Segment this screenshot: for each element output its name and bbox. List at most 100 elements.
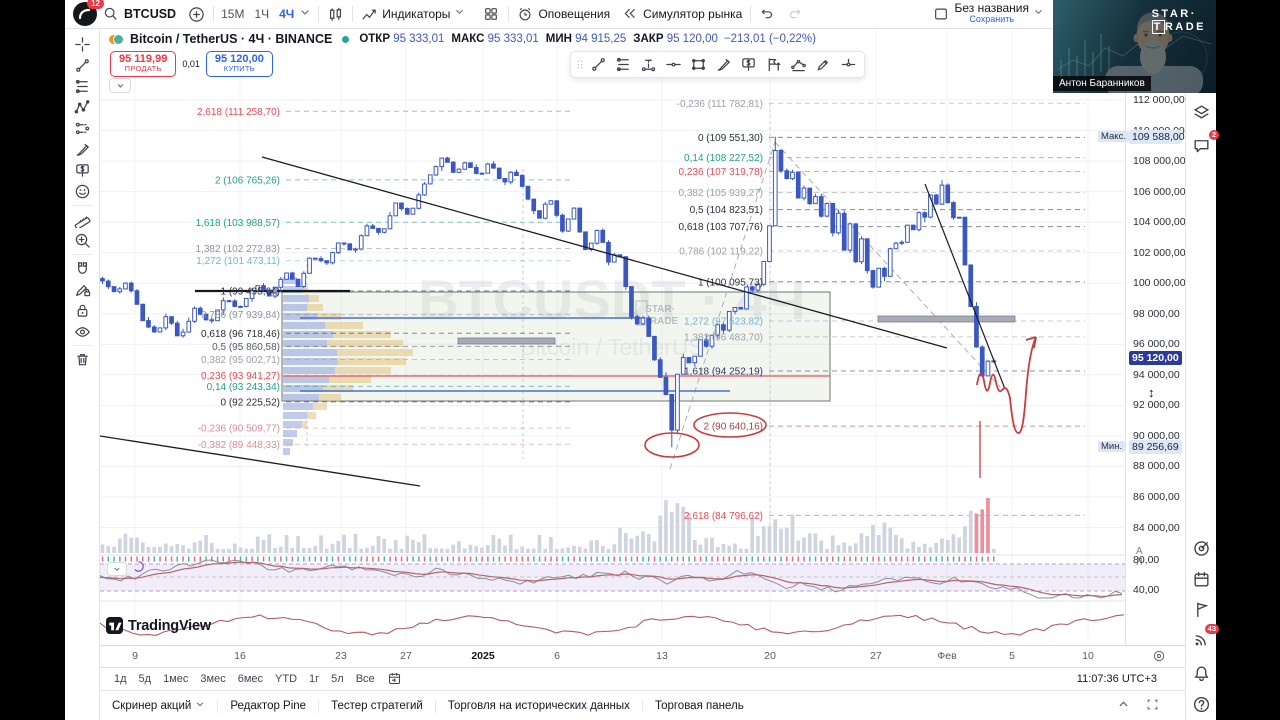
toolbar-separator [71, 205, 93, 206]
magnet-tool[interactable] [68, 258, 96, 279]
compare-add-button[interactable] [182, 0, 211, 28]
range-6мес[interactable]: 6мес [237, 673, 264, 685]
pencil-tool[interactable] [811, 53, 836, 76]
time-axis[interactable]: 9 16 23 27 2025 6 13 20 27 Фев 5 10 [100, 645, 1185, 667]
brush-tool[interactable] [711, 53, 736, 76]
crosshair-tool[interactable] [68, 34, 96, 55]
chevron-down-icon[interactable] [299, 6, 316, 23]
symbol-search-button[interactable]: BTCUSD [97, 0, 182, 28]
fib-retracement-tool[interactable] [68, 76, 96, 97]
price-label-tool[interactable] [68, 160, 96, 181]
tradingview-logo[interactable]: TradingView [106, 617, 211, 634]
timeframe-15M[interactable]: 15M [221, 7, 245, 21]
layers-sidebar-button[interactable] [1192, 103, 1211, 122]
range-Все[interactable]: Все [355, 673, 375, 685]
forecast-tool[interactable] [68, 118, 96, 139]
fullscreen-button[interactable] [1146, 698, 1159, 714]
range-5д[interactable]: 5д [138, 673, 152, 685]
axis-mode-buttons[interactable]: А Л [1136, 546, 1155, 568]
timeframe-1Ч[interactable]: 1Ч [254, 7, 270, 21]
user-menu-button[interactable]: 12 [73, 0, 104, 26]
streams-sidebar-button[interactable]: 43 [1192, 624, 1219, 649]
indicators-button[interactable]: Индикаторы [355, 0, 477, 28]
fib-retracement-tool[interactable] [611, 53, 636, 76]
range-3мес[interactable]: 3мес [200, 673, 226, 685]
layout-name[interactable]: Без названия [954, 1, 1029, 15]
calendar-sidebar-button[interactable] [1192, 570, 1211, 589]
drawing-lock-tool[interactable] [68, 279, 96, 300]
fib-extension-tool[interactable] [636, 53, 661, 76]
price-chart[interactable]: BTCUSDT · 4ЧBitcoin / TetherUSSTAR·TRADE… [100, 29, 1125, 645]
go-to-date-icon[interactable] [387, 671, 404, 688]
indicator-pane-controls [107, 560, 145, 578]
brush-icon [717, 58, 731, 71]
tab-тестер-стратегий[interactable]: Тестер стратегий [331, 699, 423, 712]
brush-tool[interactable] [68, 139, 96, 160]
range-1г[interactable]: 1г [309, 673, 320, 685]
trend-line-icon [75, 59, 89, 72]
pane-collapse-button[interactable] [107, 562, 127, 576]
bell-sidebar-button[interactable] [1192, 664, 1211, 683]
save-layout-button[interactable]: Сохранить [969, 14, 1015, 24]
target-sidebar-button[interactable] [1192, 539, 1211, 558]
ruler-tool[interactable] [68, 209, 96, 230]
time-tick: 10 [1082, 650, 1094, 662]
tradingview-logo-icon [106, 617, 123, 634]
chart-pane[interactable]: BTCUSDT · 4ЧBitcoin / TetherUSSTAR·TRADE… [100, 29, 1125, 645]
price-label-tool[interactable] [736, 53, 761, 76]
xabcd-pattern-tool[interactable] [68, 97, 96, 118]
market-simulator-button[interactable]: Симулятор рынка [616, 0, 748, 28]
trend-line-tool[interactable] [68, 55, 96, 76]
zoom-in-icon [75, 233, 90, 248]
range-1мес[interactable]: 1мес [163, 673, 189, 685]
chart-title[interactable]: Bitcoin / TetherUS · 4Ч · BINANCE [130, 32, 333, 46]
bell-icon [1194, 666, 1209, 682]
timeframe-4Ч[interactable]: 4Ч [279, 7, 295, 21]
undo-button[interactable] [753, 0, 782, 28]
fib-extension-icon [641, 59, 656, 72]
path-icon [791, 59, 806, 72]
tab-скринер-акций[interactable]: Скринер акций [100, 699, 217, 712]
panel-expand-button[interactable] [1117, 698, 1130, 714]
buy-button[interactable]: 95 120,00 КУПИТЬ [205, 51, 273, 77]
eye-tool[interactable] [68, 321, 96, 342]
scroll-to-realtime-button[interactable] [1152, 649, 1166, 668]
flag-tool[interactable] [761, 53, 786, 76]
range-1д[interactable]: 1д [114, 673, 127, 685]
templates-button[interactable] [477, 0, 506, 28]
path-tool[interactable] [786, 53, 811, 76]
cross-line-tool[interactable] [836, 53, 861, 76]
alerts-button[interactable]: Оповещения [511, 0, 616, 28]
lock-tool[interactable] [68, 300, 96, 321]
eye-icon [74, 327, 90, 337]
rectangle-tool[interactable] [686, 53, 711, 76]
ideas-sidebar-button[interactable] [1192, 600, 1211, 619]
clock-text[interactable]: 11:07:36 UTC+3 [1076, 673, 1157, 685]
help-sidebar-button[interactable] [1192, 695, 1211, 714]
sell-button[interactable]: 95 119,99 ПРОДАТЬ [110, 51, 177, 77]
range-YTD[interactable]: YTD [275, 673, 298, 685]
legend-collapse-button[interactable] [109, 78, 131, 93]
lock-icon [77, 304, 87, 317]
time-tick: Фев [937, 650, 957, 662]
emoji-tool[interactable] [68, 181, 96, 202]
fib-level-label: 0,236 (93 941,27) [201, 371, 280, 382]
range-5л[interactable]: 5л [331, 673, 344, 685]
trash-tool[interactable] [68, 349, 96, 370]
redo-button[interactable] [782, 0, 811, 28]
chat-sidebar-button[interactable]: 2 [1192, 130, 1219, 155]
zoom-in-tool[interactable] [68, 230, 96, 251]
ohlc-item: ЗАКР 95 120,00 [633, 33, 718, 45]
trend-line-tool[interactable] [586, 53, 611, 76]
tab-торговля-на-исторических-данных[interactable]: Торговля на исторических данных [447, 699, 630, 712]
tab-торговая-панель[interactable]: Торговая панель [654, 699, 744, 712]
drag-handle[interactable] [574, 53, 586, 76]
tab-редактор-pine[interactable]: Редактор Pine [230, 699, 307, 712]
horizontal-line-tool[interactable] [661, 53, 686, 76]
tradingview-logo-text: TradingView [128, 617, 211, 634]
fib-level-label: 2,618 (84 796,62) [684, 511, 763, 522]
chevron-down-icon[interactable] [1033, 6, 1050, 23]
tab-separator [434, 698, 436, 713]
chart-style-button[interactable] [321, 0, 350, 28]
